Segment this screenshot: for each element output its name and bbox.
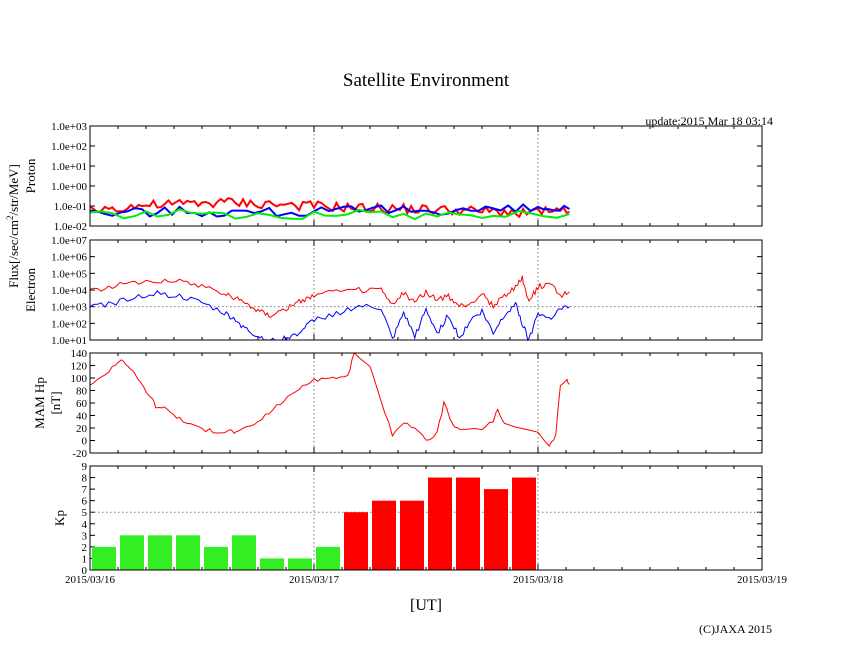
mam-y-unit: [nT] [48,391,63,414]
kp-bar [204,546,228,570]
flux-label-superscript: 2 [5,215,15,220]
chart-panels: 1.0e-021.0e-011.0e+001.0e+011.0e+021.0e+… [23,121,763,577]
copyright: (C)JAXA 2015 [699,622,772,636]
update-timestamp: update:2015 Mar 18 03:14 [645,114,773,128]
mam-y-tick-label: 140 [71,348,88,360]
series-mam-red [89,352,570,447]
kp-bar [512,477,536,570]
flux-label-main: Flux[/sec/cm [6,220,21,288]
electron-y-tick-label: 1.0e+07 [51,235,87,247]
kp-bar [400,500,424,570]
kp-bar [372,500,396,570]
series-proton-red [89,197,570,219]
electron-y-tick-label: 1.0e+05 [51,268,87,280]
x-tick-label: 2015/03/16 [65,574,116,586]
proton-y-tick-label: 1.0e-02 [54,221,87,233]
kp-y-tick-label: 2 [82,542,88,554]
mam-y-tick-label: 80 [76,386,88,398]
proton-y-tick-label: 1.0e-01 [54,201,87,213]
kp-y-tick-label: 5 [82,507,88,519]
series-electron-blue [89,290,570,342]
mam-y-tick-label: 60 [76,398,88,410]
kp-y-tick-label: 6 [82,496,88,508]
kp-y-tick-label: 1 [82,553,88,565]
mam-y-tick-label: 20 [76,423,88,435]
kp-bar [316,546,340,570]
x-axis-label: [UT] [410,597,442,614]
kp-y-tick-label: 8 [82,473,88,485]
kp-bar [120,535,144,570]
mam-y-tick-label: 0 [82,436,88,448]
electron-frame [89,239,763,341]
electron-y-tick-label: 1.0e+03 [51,302,87,314]
proton-y-label: Proton [23,158,38,193]
kp-y-tick-label: 4 [82,519,88,531]
x-axis-ticks: 2015/03/16 2015/03/17 2015/03/18 2015/03/19 [65,574,788,586]
series-proton-green [89,208,570,221]
panel-proton: 1.0e-02 1.0e-01 1.0e+00 1.0e+01 1.0e+02 1.0e+… [23,121,763,233]
flux-axis-label: Flux[/sec/cm2/str/MeV] [5,164,21,288]
flux-label-tail: /str/MeV] [6,164,21,215]
kp-bar [148,535,172,570]
electron-y-label: Electron [23,267,38,312]
kp-bar [344,512,368,570]
proton-frame [89,125,763,227]
kp-y-tick-label: 9 [82,461,88,473]
series-proton-blue [89,203,570,218]
mam-y-tick-label: 120 [71,361,88,373]
electron-y-tick-label: 1.0e+02 [51,318,87,330]
kp-y-tick-label: 7 [82,484,88,496]
mam-y-tick-label: 40 [76,411,88,423]
electron-y-tick-label: 1.0e+01 [51,335,87,347]
x-tick-label: 2015/03/18 [513,574,564,586]
proton-y-tick-label: 1.0e+00 [51,181,87,193]
mam-y-label: MAM Hp [32,377,47,429]
kp-bar [456,477,480,570]
mam-y-tick-label: 100 [71,373,88,385]
panel-electron: 1.0e+01 1.0e+02 1.0e+03 1.0e+04 1.0e+05 1.0e+… [23,235,763,347]
kp-y-tick-label: 3 [82,530,88,542]
kp-bar [428,477,452,570]
proton-y-tick-label: 1.0e+02 [51,141,87,153]
proton-y-tick-label: 1.0e+01 [51,161,87,173]
kp-y-label: Kp [52,510,67,526]
electron-y-tick-label: 1.0e+04 [51,285,87,297]
x-tick-label: 2015/03/17 [289,574,340,586]
kp-bar [288,558,312,570]
kp-frame [89,465,763,571]
kp-y-tick-label: 0 [82,565,88,577]
kp-bar [92,546,116,570]
mam-y-tick-label: -20 [72,448,87,460]
proton-y-tick-label: 1.0e+03 [51,121,87,133]
series-electron-red [89,275,570,318]
kp-bar [484,489,508,570]
kp-bar [232,535,256,570]
kp-bar [260,558,284,570]
x-tick-label: 2015/03/19 [737,574,788,586]
kp-bar [176,535,200,570]
electron-y-tick-label: 1.0e+06 [51,252,87,264]
mam-frame [89,352,763,454]
chart-title: Satellite Environment [343,70,510,91]
